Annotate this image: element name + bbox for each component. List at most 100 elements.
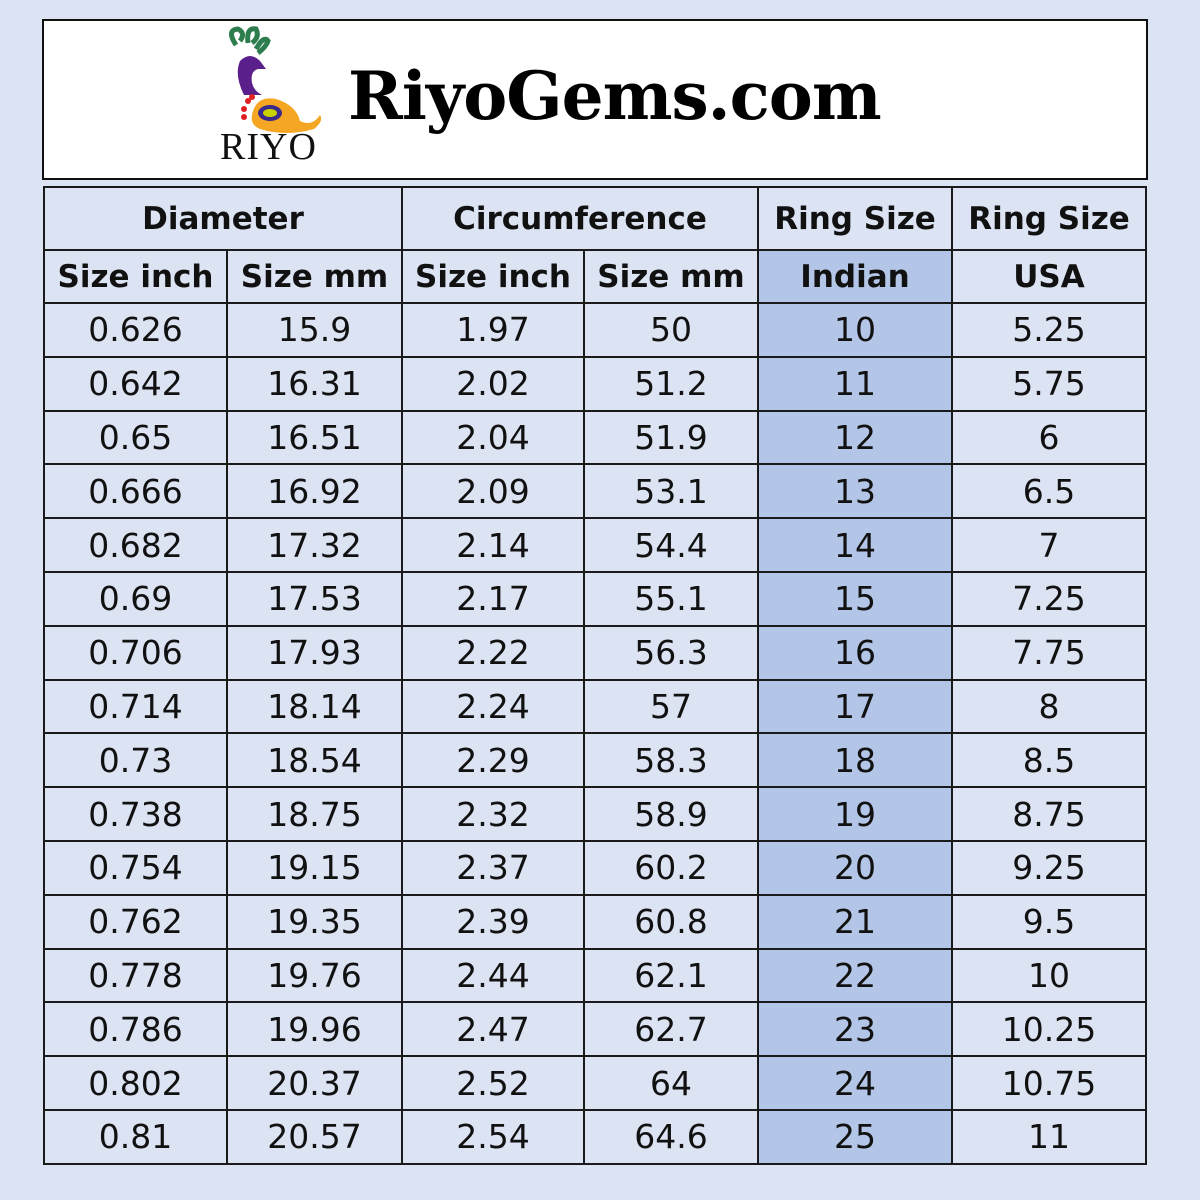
table-row: 0.666 16.92 2.09 53.1 13 6.5: [43, 463, 1147, 520]
cell-indian-size: 21: [757, 893, 953, 950]
cell-circumference-inch: 2.29: [401, 732, 585, 789]
cell-circumference-mm: 50: [583, 302, 759, 358]
cell-circumference-mm: 55.1: [583, 570, 759, 627]
cell-indian-size: 13: [757, 463, 953, 520]
cell-indian-size: 17: [757, 678, 953, 735]
cell-diameter-inch: 0.682: [43, 517, 228, 573]
cell-usa-size: 6: [951, 409, 1147, 466]
cell-usa-size: 8: [951, 678, 1147, 735]
cell-indian-size: 15: [757, 570, 953, 627]
table-row: 0.738 18.75 2.32 58.9 19 8.75: [43, 786, 1147, 842]
table-row: 0.802 20.37 2.52 64 24 10.75: [43, 1055, 1147, 1111]
cell-indian-size: 25: [757, 1108, 953, 1165]
table-row: 0.786 19.96 2.47 62.7 23 10.25: [43, 1001, 1147, 1058]
table-row: 0.642 16.31 2.02 51.2 11 5.75: [43, 355, 1147, 412]
table-row: 0.69 17.53 2.17 55.1 15 7.25: [43, 570, 1147, 627]
cell-diameter-inch: 0.73: [43, 732, 228, 789]
cell-circumference-mm: 53.1: [583, 463, 759, 520]
table-row: 0.65 16.51 2.04 51.9 12 6: [43, 409, 1147, 466]
cell-diameter-inch: 0.738: [43, 786, 228, 842]
cell-diameter-mm: 18.54: [226, 732, 403, 789]
table-row: 0.714 18.14 2.24 57 17 8: [43, 678, 1147, 735]
cell-indian-size: 19: [757, 786, 953, 842]
cell-circumference-inch: 2.54: [401, 1108, 585, 1165]
table-row: 0.762 19.35 2.39 60.8 21 9.5: [43, 893, 1147, 950]
cell-diameter-mm: 18.14: [226, 678, 403, 735]
cell-circumference-inch: 2.09: [401, 463, 585, 520]
cell-circumference-mm: 57: [583, 678, 759, 735]
cell-diameter-mm: 19.15: [226, 839, 403, 896]
cell-circumference-mm: 51.9: [583, 409, 759, 466]
cell-diameter-mm: 16.92: [226, 463, 403, 520]
cell-circumference-mm: 56.3: [583, 624, 759, 681]
cell-indian-size: 14: [757, 517, 953, 573]
cell-diameter-inch: 0.666: [43, 463, 228, 520]
cell-diameter-inch: 0.706: [43, 624, 228, 681]
cell-diameter-mm: 19.76: [226, 947, 403, 1004]
table-row: 0.73 18.54 2.29 58.3 18 8.5: [43, 732, 1147, 789]
cell-circumference-mm: 51.2: [583, 355, 759, 412]
cell-indian-size: 20: [757, 839, 953, 896]
cell-circumference-inch: 2.02: [401, 355, 585, 412]
cell-circumference-inch: 1.97: [401, 302, 585, 358]
cell-diameter-mm: 17.93: [226, 624, 403, 681]
site-name: RiyoGems.com: [348, 57, 882, 135]
logo-text: RIYO: [220, 126, 317, 168]
riyo-logo: RIYO: [216, 25, 336, 175]
cell-diameter-mm: 18.75: [226, 786, 403, 842]
cell-circumference-inch: 2.24: [401, 678, 585, 735]
cell-usa-size: 5.75: [951, 355, 1147, 412]
cell-diameter-mm: 17.53: [226, 570, 403, 627]
cell-circumference-mm: 62.7: [583, 1001, 759, 1058]
cell-indian-size: 11: [757, 355, 953, 412]
cell-diameter-inch: 0.778: [43, 947, 228, 1004]
cell-usa-size: 9.25: [951, 839, 1147, 896]
cell-indian-size: 18: [757, 732, 953, 789]
header-circumference: Circumference: [401, 186, 759, 251]
cell-circumference-inch: 2.32: [401, 786, 585, 842]
cell-usa-size: 11: [951, 1108, 1147, 1165]
cell-circumference-inch: 2.47: [401, 1001, 585, 1058]
cell-indian-size: 24: [757, 1055, 953, 1111]
cell-usa-size: 6.5: [951, 463, 1147, 520]
cell-indian-size: 10: [757, 302, 953, 358]
cell-diameter-mm: 16.31: [226, 355, 403, 412]
cell-circumference-inch: 2.17: [401, 570, 585, 627]
cell-circumference-mm: 64.6: [583, 1108, 759, 1165]
header-ring-size-usa: Ring Size: [951, 186, 1147, 251]
subheader-circumference-mm: Size mm: [583, 249, 759, 304]
header-ring-size-indian: Ring Size: [757, 186, 953, 251]
subheader-circumference-inch: Size inch: [401, 249, 585, 304]
table-body: 0.626 15.9 1.97 50 10 5.25 0.642 16.31 2.02 51.2 1…: [43, 302, 1147, 1165]
header-diameter: Diameter: [43, 186, 403, 251]
cell-diameter-inch: 0.642: [43, 355, 228, 412]
cell-diameter-mm: 15.9: [226, 302, 403, 358]
cell-diameter-inch: 0.762: [43, 893, 228, 950]
cell-circumference-mm: 64: [583, 1055, 759, 1111]
cell-circumference-mm: 62.1: [583, 947, 759, 1004]
cell-indian-size: 22: [757, 947, 953, 1004]
table-row: 0.682 17.32 2.14 54.4 14 7: [43, 517, 1147, 573]
cell-indian-size: 16: [757, 624, 953, 681]
cell-diameter-inch: 0.69: [43, 570, 228, 627]
table-row: 0.754 19.15 2.37 60.2 20 9.25: [43, 839, 1147, 896]
cell-indian-size: 12: [757, 409, 953, 466]
header-banner: RIYO RiyoGems.com: [42, 19, 1148, 180]
cell-usa-size: 10: [951, 947, 1147, 1004]
cell-diameter-mm: 19.35: [226, 893, 403, 950]
cell-diameter-inch: 0.65: [43, 409, 228, 466]
cell-circumference-mm: 58.9: [583, 786, 759, 842]
subheader-indian: Indian: [757, 249, 953, 304]
cell-diameter-mm: 20.37: [226, 1055, 403, 1111]
cell-usa-size: 7.75: [951, 624, 1147, 681]
cell-circumference-mm: 58.3: [583, 732, 759, 789]
cell-usa-size: 10.75: [951, 1055, 1147, 1111]
cell-circumference-inch: 2.37: [401, 839, 585, 896]
cell-usa-size: 7: [951, 517, 1147, 573]
table-row: 0.778 19.76 2.44 62.1 22 10: [43, 947, 1147, 1004]
cell-diameter-inch: 0.81: [43, 1108, 228, 1165]
table-row: 0.706 17.93 2.22 56.3 16 7.75: [43, 624, 1147, 681]
cell-circumference-mm: 54.4: [583, 517, 759, 573]
subheader-diameter-inch: Size inch: [43, 249, 228, 304]
cell-diameter-mm: 20.57: [226, 1108, 403, 1165]
